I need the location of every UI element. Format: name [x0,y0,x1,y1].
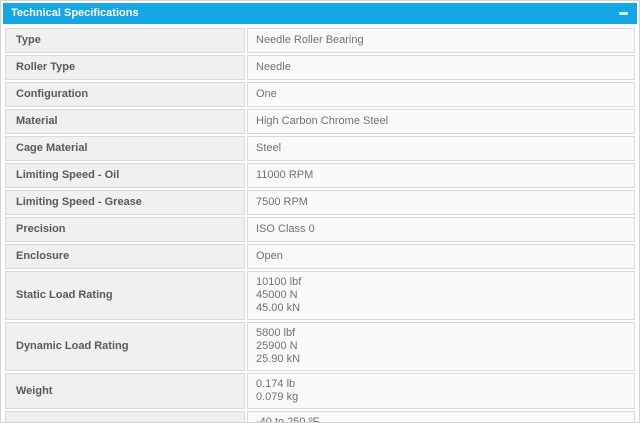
spec-value: 10100 lbf 45000 N 45.00 kN [247,271,635,320]
spec-value-line: 0.174 lb [256,378,296,390]
spec-label: Material [5,109,245,134]
table-row: Limiting Speed - Grease 7500 RPM [5,190,635,215]
spec-value-line: Steel [256,142,282,154]
spec-value: Needle Roller Bearing [247,28,635,53]
spec-value-line: 45.00 kN [256,302,301,314]
spec-label: Limiting Speed - Grease [5,190,245,215]
spec-label: Type [5,28,245,53]
spec-value-line: -40 to 250 ºF [256,416,320,423]
spec-label: Precision [5,217,245,242]
spec-value-line: 45000 N [256,289,298,301]
spec-value-line: ISO Class 0 [256,223,315,235]
spec-value-line: 11000 RPM [256,169,314,181]
spec-value: ISO Class 0 [247,217,635,242]
spec-value: -40 to 250 ºF -40 to 120 ºC [247,411,635,423]
spec-value: 7500 RPM [247,190,635,215]
table-row: Cage Material Steel [5,136,635,161]
spec-value-line: Open [256,250,283,262]
spec-value: High Carbon Chrome Steel [247,109,635,134]
spec-label: Configuration [5,82,245,107]
spec-value: 5800 lbf 25900 N 25.90 kN [247,322,635,371]
table-row: Weight 0.174 lb 0.079 kg [5,373,635,409]
spec-value-line: High Carbon Chrome Steel [256,115,389,127]
spec-label: Operating Temperature Range [5,411,245,422]
spec-value-line: 0.079 kg [256,391,299,403]
spec-value-line: 5800 lbf [256,327,296,339]
panel-header[interactable]: Technical Specifications [3,3,637,24]
spec-label: Roller Type [5,55,245,80]
table-row: Material High Carbon Chrome Steel [5,109,635,134]
spec-value-line: Needle [256,61,291,73]
table-row: Configuration One [5,82,635,107]
spec-value: Needle [247,55,635,80]
spec-value-line: One [256,88,277,100]
spec-value: Open [247,244,635,269]
table-row: Static Load Rating 10100 lbf 45000 N 45.… [5,271,635,320]
spec-label: Limiting Speed - Oil [5,163,245,188]
panel-title: Technical Specifications [11,7,139,19]
spec-value-line: 25.90 kN [256,353,301,365]
spec-value: Steel [247,136,635,161]
table-row: Operating Temperature Range -40 to 250 º… [5,411,635,423]
table-row: Dynamic Load Rating 5800 lbf 25900 N 25.… [5,322,635,371]
table-row: Enclosure Open [5,244,635,269]
table-row: Limiting Speed - Oil 11000 RPM [5,163,635,188]
spec-value-line: 25900 N [256,340,298,352]
spec-value: 0.174 lb 0.079 kg [247,373,635,409]
spec-value: One [247,82,635,107]
table-row: Type Needle Roller Bearing [5,28,635,53]
spec-value-line: Needle Roller Bearing [256,34,364,46]
spec-value-line: 7500 RPM [256,196,308,208]
spec-label: Dynamic Load Rating [5,322,245,371]
spec-table: Type Needle Roller Bearing Roller Type N… [3,26,637,423]
spec-label: Cage Material [5,136,245,161]
spec-label: Enclosure [5,244,245,269]
spec-value-line: 10100 lbf [256,276,302,288]
spec-label: Weight [5,373,245,409]
spec-value: 11000 RPM [247,163,635,188]
collapse-minus-icon[interactable] [619,11,628,15]
table-row: Roller Type Needle [5,55,635,80]
table-row: Precision ISO Class 0 [5,217,635,242]
spec-label: Static Load Rating [5,271,245,320]
